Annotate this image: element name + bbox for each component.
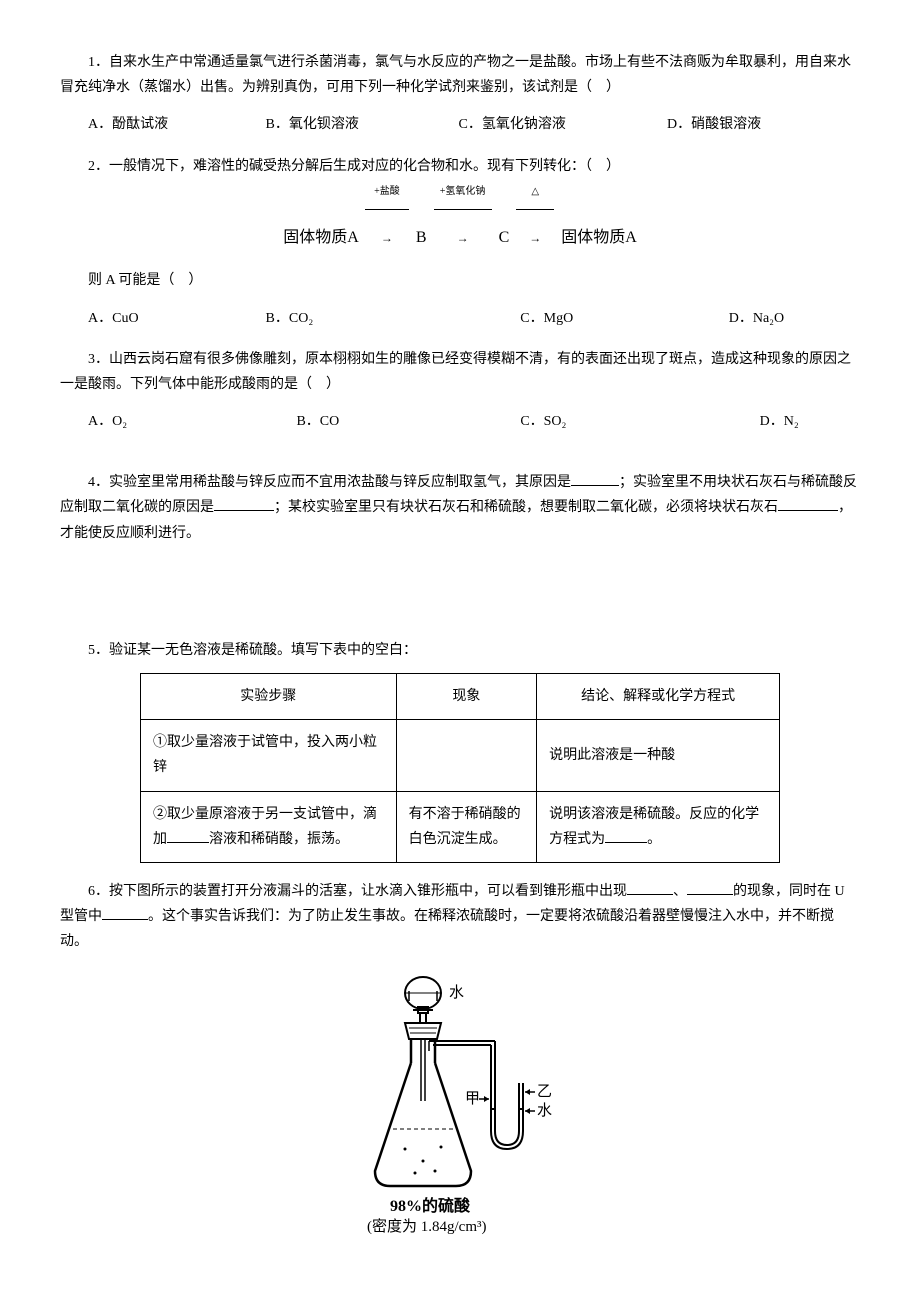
arrow2-label: +氢氧化钠 <box>431 183 495 201</box>
question-2: 2．一般情况下，难溶性的碱受热分解后生成对应的化合物和水。现有下列转化：（ ） <box>60 154 860 179</box>
r2c1: ②取少量原溶液于另一支试管中，滴加溶液和稀硝酸，振荡。 <box>141 791 397 862</box>
q4-p3: ；某校实验室里只有块状石灰石和稀硫酸，想要制取二氧化碳，必须将块状石灰石 <box>274 500 778 515</box>
q4-blank2 <box>214 497 274 511</box>
question-3: 3．山西云岗石窟有很多佛像雕刻，原本栩栩如生的雕像已经变得模糊不清，有的表面还出… <box>60 347 860 397</box>
caption2: (密度为 1.84g/cm³) <box>367 1218 486 1235</box>
q6-blank3 <box>102 906 148 920</box>
r1c2 <box>396 720 537 791</box>
water-label: 水 <box>449 984 464 1001</box>
u-tube-inner <box>495 1083 519 1145</box>
q3-options: A．O₂ B．CO C．SO₂ D．N₂ <box>60 409 860 434</box>
q1-option-c: C．氢氧化钠溶液 <box>459 112 667 137</box>
arrow1-label: +盐酸 <box>362 183 412 201</box>
th-phenomenon: 现象 <box>396 674 537 720</box>
r2c3-blank <box>605 829 647 843</box>
q4-blank3 <box>778 497 838 511</box>
table-header-row: 实验步骤 现象 结论、解释或化学方程式 <box>141 674 780 720</box>
r1c1: ①取少量溶液于试管中，投入两小粒锌 <box>141 720 397 791</box>
arrow3-label: △ <box>513 183 557 201</box>
q5-table: 实验步骤 现象 结论、解释或化学方程式 ①取少量溶液于试管中，投入两小粒锌 说明… <box>140 673 780 863</box>
q3-option-b: B．CO <box>296 409 520 434</box>
formula-b: B <box>416 229 427 246</box>
q2-options: A．CuO B．CO₂ C．MgO D．Na₂O <box>60 306 860 331</box>
yi-label: 乙 <box>537 1084 552 1100</box>
q1-option-d: D．硝酸银溶液 <box>667 112 860 137</box>
r2c3: 说明该溶液是稀硫酸。反应的化学方程式为。 <box>537 791 780 862</box>
apparatus-svg: 水 <box>345 971 575 1251</box>
r2c1-blank <box>167 829 209 843</box>
jia-label: 甲 <box>465 1091 480 1107</box>
q3-option-a: A．O₂ <box>88 409 296 434</box>
caption1: 98%的硫酸 <box>390 1196 471 1215</box>
q1-option-b: B．氧化钡溶液 <box>266 112 459 137</box>
conical-flask <box>375 1063 471 1186</box>
q2-option-d: D．Na₂O <box>729 306 860 331</box>
table-row-2: ②取少量原溶液于另一支试管中，滴加溶液和稀硝酸，振荡。 有不溶于稀硝酸的白色沉淀… <box>141 791 780 862</box>
question-6: 6．按下图所示的装置打开分液漏斗的活塞，让水滴入锥形瓶中，可以看到锥形瓶中出现 、… <box>60 879 860 955</box>
q1-text: 1．自来水生产中常通适量氯气进行杀菌消毒，氯气与水反应的产物之一是盐酸。市场上有… <box>60 55 851 95</box>
q3-option-c: C．SO₂ <box>520 409 759 434</box>
q2-option-c: C．MgO <box>520 306 728 331</box>
formula-right: 固体物质A <box>561 229 637 246</box>
q6-p1: 6．按下图所示的装置打开分液漏斗的活塞，让水滴入锥形瓶中，可以看到锥形瓶中出现 <box>88 884 627 899</box>
table-row-1: ①取少量溶液于试管中，投入两小粒锌 说明此溶液是一种酸 <box>141 720 780 791</box>
r2c3-after: 。 <box>647 832 661 847</box>
r2c2: 有不溶于稀硝酸的白色沉淀生成。 <box>396 791 537 862</box>
q3-option-d: D．N₂ <box>760 409 860 434</box>
q2-formula: 固体物质A +盐酸 → B +氢氧化钠 → C △ → 固体物质A <box>60 195 860 253</box>
q6-blank1 <box>627 881 673 895</box>
question-4: 4．实验室里常用稀盐酸与锌反应而不宜用浓盐酸与锌反应制取氢气，其原因是；实验室里… <box>60 470 860 546</box>
apparatus-diagram: 水 <box>60 971 860 1260</box>
q3-text: 3．山西云岗石窟有很多佛像雕刻，原本栩栩如生的雕像已经变得模糊不清，有的表面还出… <box>60 352 851 392</box>
q2-text: 2．一般情况下，难溶性的碱受热分解后生成对应的化合物和水。现有下列转化：（ ） <box>88 159 620 174</box>
q1-option-a: A．酚酞试液 <box>88 112 266 137</box>
water2-label: 水 <box>537 1102 552 1119</box>
th-conclusion: 结论、解释或化学方程式 <box>537 674 780 720</box>
q2-sub: 则 A 可能是（ ） <box>60 268 860 293</box>
q2-option-b: B．CO₂ <box>266 306 521 331</box>
q4-p1: 4．实验室里常用稀盐酸与锌反应而不宜用浓盐酸与锌反应制取氢气，其原因是 <box>88 475 571 490</box>
r2c1-after: 溶液和稀硝酸，振荡。 <box>209 832 349 847</box>
th-steps: 实验步骤 <box>141 674 397 720</box>
q2-option-a: A．CuO <box>88 306 266 331</box>
q4-blank1 <box>571 472 619 486</box>
q6-p2: 、 <box>673 884 687 899</box>
formula-c: C <box>499 229 510 246</box>
q6-p4: 。这个事实告诉我们：为了防止发生事故。在稀释浓硫酸时，一定要将浓硫酸沿着器壁慢慢… <box>60 909 834 949</box>
q1-options: A．酚酞试液 B．氧化钡溶液 C．氢氧化钠溶液 D．硝酸银溶液 <box>60 112 860 137</box>
formula-left: 固体物质A <box>283 229 358 246</box>
question-5-intro: 5．验证某一无色溶液是稀硫酸。填写下表中的空白： <box>60 638 860 663</box>
r1c3: 说明此溶液是一种酸 <box>537 720 780 791</box>
question-1: 1．自来水生产中常通适量氯气进行杀菌消毒，氯气与水反应的产物之一是盐酸。市场上有… <box>60 50 860 100</box>
q6-blank2 <box>687 881 733 895</box>
stopper <box>405 1023 441 1039</box>
